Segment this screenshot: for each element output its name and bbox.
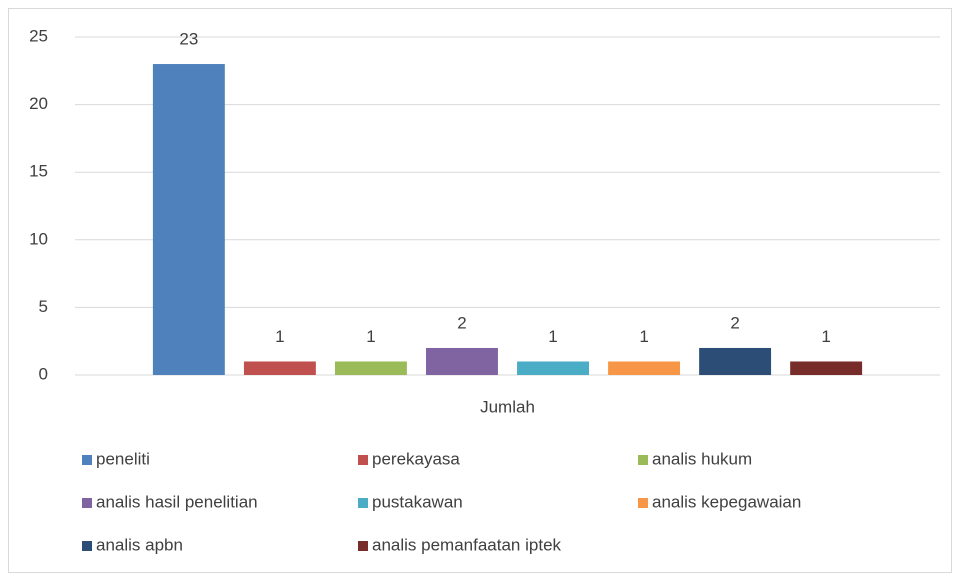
legend-swatch [82, 498, 92, 508]
bar [790, 361, 863, 375]
y-tick-label: 20 [29, 94, 48, 113]
data-label: 1 [366, 327, 375, 346]
data-label: 23 [179, 30, 198, 49]
data-label: 1 [639, 327, 648, 346]
data-label: 1 [821, 327, 830, 346]
legend-label: analis kepegawaian [652, 492, 801, 511]
bar [426, 347, 498, 375]
data-label: 1 [548, 327, 557, 346]
legend-swatch [358, 498, 368, 508]
legend-swatch [358, 455, 368, 465]
legend-label: perekayasa [372, 449, 460, 468]
bar [699, 347, 772, 375]
y-tick-label: 10 [29, 229, 48, 248]
data-label: 2 [730, 313, 739, 332]
legend-swatch [638, 455, 648, 465]
bar [152, 64, 225, 375]
legend-label: analis apbn [96, 535, 183, 554]
legend-label: analis pemanfaatan iptek [372, 535, 562, 554]
bar [608, 361, 681, 375]
legend-swatch [358, 541, 368, 551]
legend-label: analis hasil penelitian [96, 492, 258, 511]
bar [243, 361, 316, 375]
legend-swatch [82, 541, 92, 551]
data-label: 2 [457, 313, 466, 332]
legend-label: pustakawan [372, 492, 463, 511]
legend-swatch [82, 455, 92, 465]
y-tick-label: 15 [29, 162, 48, 181]
data-label: 1 [275, 327, 284, 346]
bar [334, 361, 407, 375]
y-tick-label: 0 [39, 364, 48, 383]
chart-border [8, 8, 952, 573]
legend-swatch [638, 498, 648, 508]
bar [517, 361, 589, 375]
y-tick-label: 25 [29, 26, 48, 45]
legend-label: analis hukum [652, 449, 752, 468]
legend-label: peneliti [96, 449, 150, 468]
y-tick-label: 5 [39, 297, 48, 316]
x-tick-label: Jumlah [480, 397, 535, 416]
